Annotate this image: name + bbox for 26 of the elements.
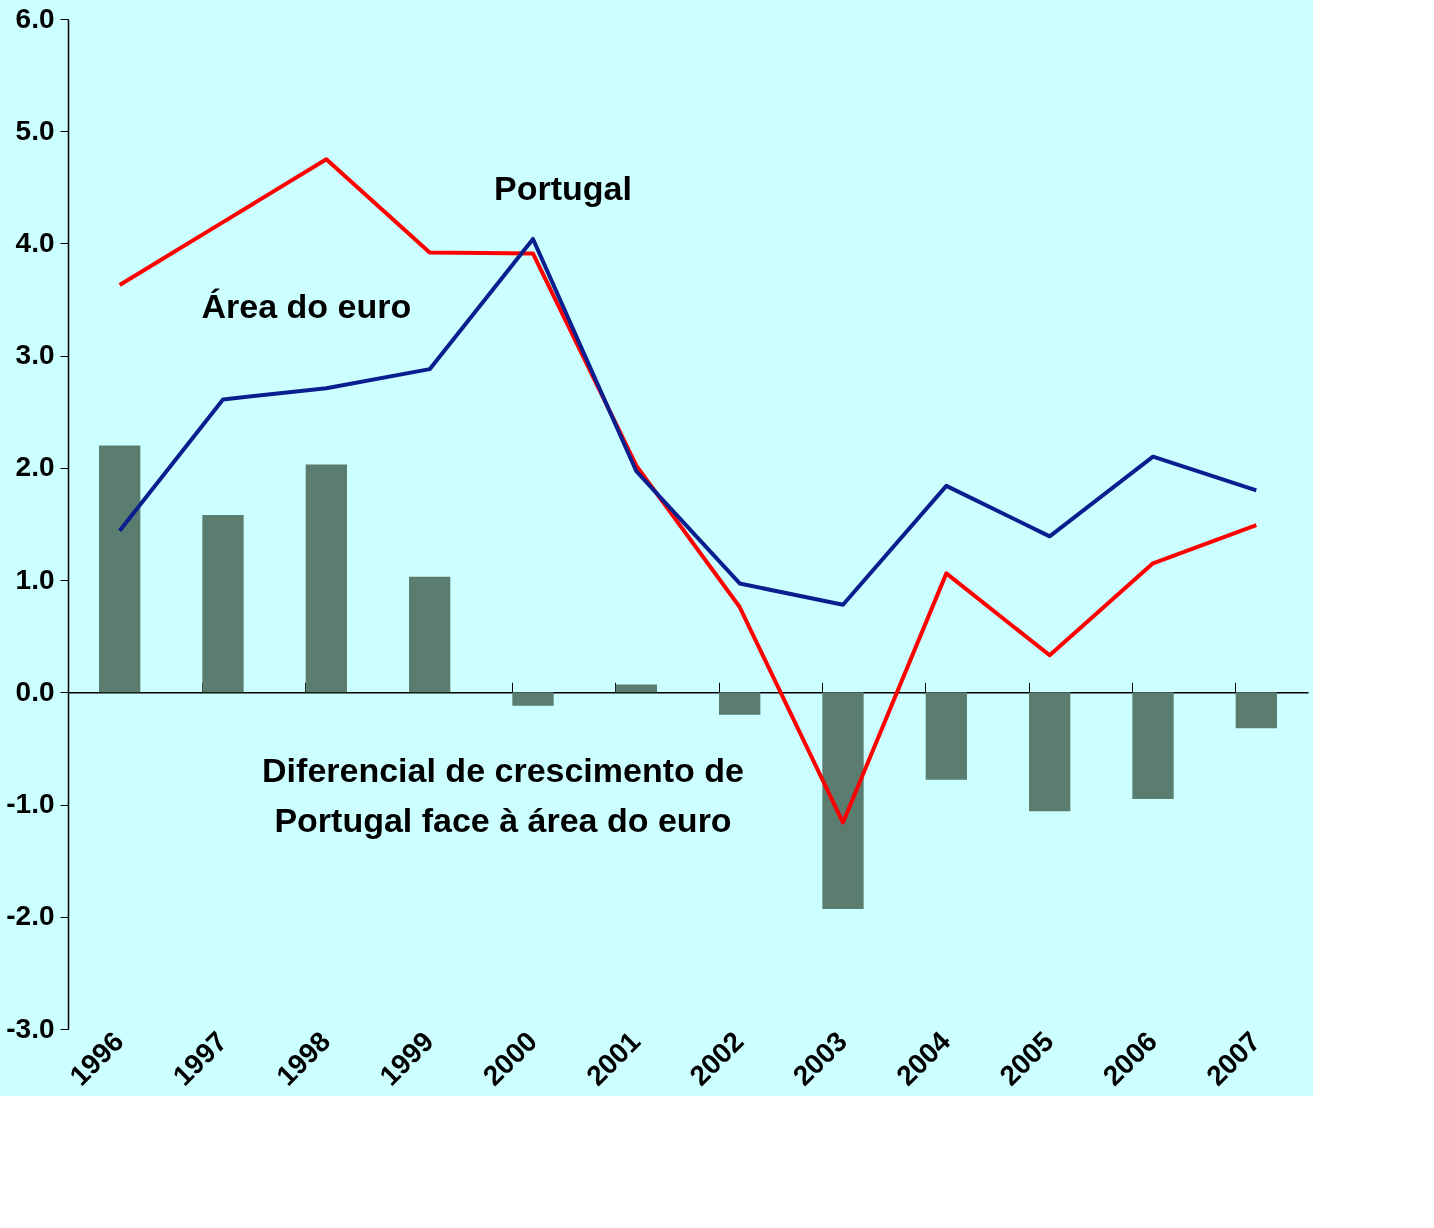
y-tick-label: 6.0	[15, 2, 55, 34]
bar	[615, 684, 657, 693]
series-label: Diferencial de crescimento de Portugal face à área do euro	[262, 751, 744, 840]
y-tick-label: 5.0	[15, 114, 55, 146]
bar	[512, 692, 554, 706]
y-tick-label: 2.0	[15, 451, 55, 483]
bar	[305, 464, 347, 693]
bar	[1029, 692, 1071, 812]
bar	[1132, 692, 1174, 799]
bar	[99, 445, 141, 693]
bar	[202, 515, 244, 693]
y-tick-label: 1.0	[15, 563, 55, 595]
series-label: Área do euro	[201, 287, 412, 326]
y-tick-label: -3.0	[6, 1012, 55, 1044]
bar	[822, 692, 864, 909]
y-tick-label: -2.0	[6, 900, 55, 932]
y-tick-label: 4.0	[15, 226, 55, 258]
bar	[925, 692, 967, 780]
y-tick-label: 0.0	[15, 675, 55, 707]
series-label: Portugal	[494, 169, 632, 208]
bar	[1235, 692, 1277, 729]
bar	[409, 576, 451, 693]
y-tick-label: -1.0	[6, 788, 55, 820]
line-series	[117, 236, 1259, 607]
y-tick-label: 3.0	[15, 339, 55, 371]
bar	[719, 692, 761, 715]
